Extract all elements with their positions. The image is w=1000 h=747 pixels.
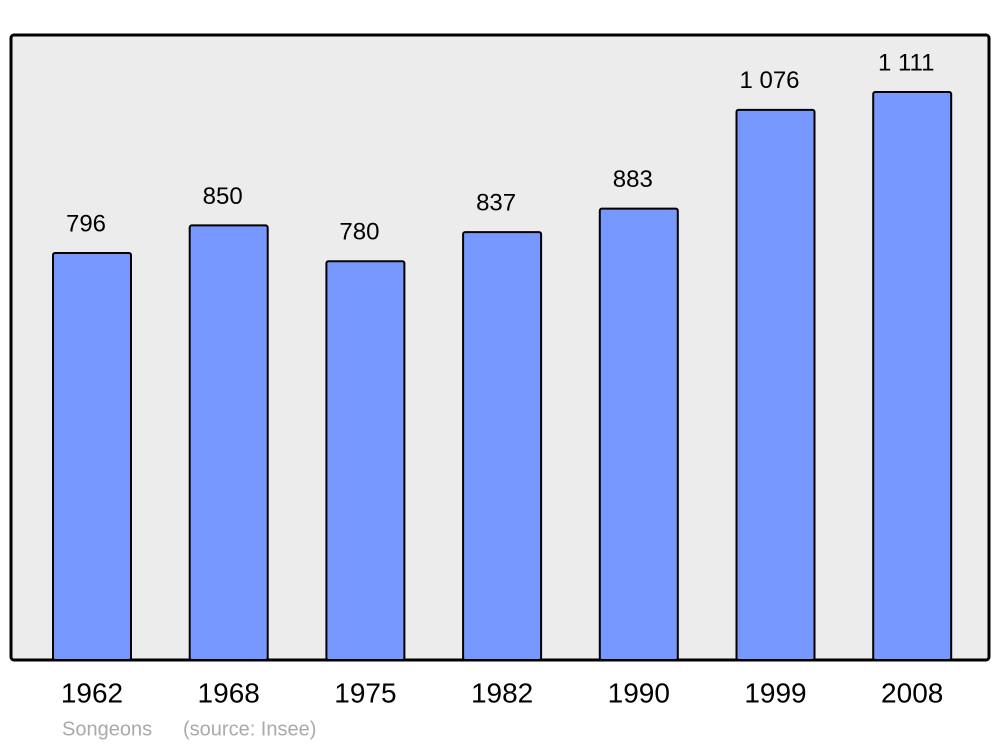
bar — [462, 231, 543, 662]
value-label: 780 — [339, 219, 379, 246]
value-label: 837 — [476, 189, 516, 216]
value-label: 883 — [613, 166, 653, 193]
x-tick-label: 1982 — [471, 677, 533, 708]
x-tick-label: 1962 — [61, 677, 123, 708]
bar — [735, 108, 816, 661]
bar — [325, 260, 406, 661]
x-tick-label: 1999 — [744, 677, 806, 708]
source-note: (source: Insee) — [183, 718, 316, 740]
bar — [52, 252, 132, 661]
value-label: 1 076 — [739, 67, 799, 94]
bars — [52, 91, 953, 662]
x-tick-label: 2008 — [881, 677, 943, 708]
bar — [188, 224, 269, 661]
x-tick-label: 1990 — [608, 677, 670, 708]
value-label: 796 — [66, 210, 106, 237]
bar — [598, 207, 679, 662]
x-tick-label: 1968 — [198, 677, 260, 708]
bar — [872, 91, 953, 661]
value-label: 1 111 — [878, 49, 935, 76]
x-tick-label: 1975 — [334, 677, 396, 708]
value-label: 850 — [203, 183, 243, 210]
place-name: Songeons — [62, 718, 152, 740]
